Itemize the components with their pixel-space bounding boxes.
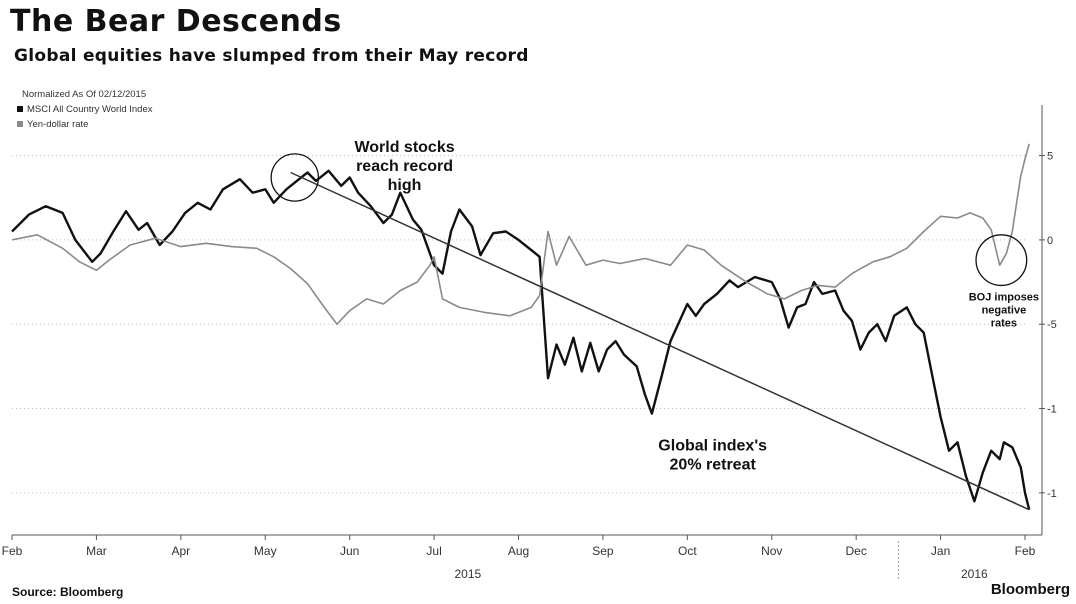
legend-swatch-msci [17,106,23,112]
annotation-line: BOJ imposes [969,292,1039,304]
annotation-text-record: World stocks reach record high [354,139,454,194]
x-year-label: 2015 [454,567,481,581]
x-tick-label: Apr [171,544,190,558]
y-tick-label: -1 [1047,404,1057,416]
annotation-line: negative [982,305,1027,317]
x-tick-label: Dec [845,544,866,558]
y-tick-label: -1 [1047,488,1057,500]
x-tick-label: Feb [1015,544,1036,558]
annotation-line: World stocks [354,139,454,156]
x-tick-label: Feb [2,544,23,558]
annotation-line: high [388,177,422,194]
brand-logo: Bloomberg [990,581,1070,598]
annotation-line: reach record [356,158,453,175]
x-tick-label: Jul [426,544,441,558]
x-tick-label: May [254,544,277,558]
annotation-text-retreat: Global index's 20% retreat [658,438,767,474]
x-tick-label: Aug [508,544,529,558]
chart-axes: 5 0 -5 -1 -1 Feb Mar Apr May Jun Jul Aug Sep Oct Nov De… [2,105,1057,581]
source-note: Source: Bloomberg [12,585,124,599]
series-line-yen-dollar-rate [11,143,1030,325]
x-tick-label: Jan [931,544,950,558]
normalized-note: Normalized As Of 02/12/2015 [22,89,146,100]
legend-label-msci: MSCI All Country World Index [27,104,153,115]
y-tick-label: 0 [1047,235,1053,247]
annotation-line: Global index's [658,438,767,455]
chart-annotations: World stocks reach record high Global index… [270,139,1039,474]
annotation-circle-record [270,153,320,202]
chart-series [11,143,1031,511]
chart-legend: Normalized As Of 02/12/2015 MSCI All Cou… [17,89,153,130]
y-tick-label: -5 [1047,319,1057,331]
legend-swatch-yen [17,121,23,127]
annotation-text-boj: BOJ imposes negative rates [969,292,1039,330]
series-line-trend-line [290,171,1030,511]
x-year-label: 2016 [961,567,988,581]
x-tick-label: Jun [340,544,359,558]
legend-label-yen: Yen-dollar rate [27,119,88,130]
annotation-line: rates [991,318,1017,330]
x-tick-label: Nov [761,544,782,558]
series-line-msci-all-country-world-index [11,169,1031,510]
x-tick-label: Mar [86,544,107,558]
annotation-circle-boj [975,234,1028,287]
annotation-line: 20% retreat [670,457,757,474]
chart-subtitle: Global equities have slumped from their … [14,46,529,66]
y-tick-label: 5 [1047,151,1053,163]
x-tick-label: Sep [592,544,614,558]
chart-title: The Bear Descends [10,4,342,39]
x-tick-label: Oct [678,544,697,558]
